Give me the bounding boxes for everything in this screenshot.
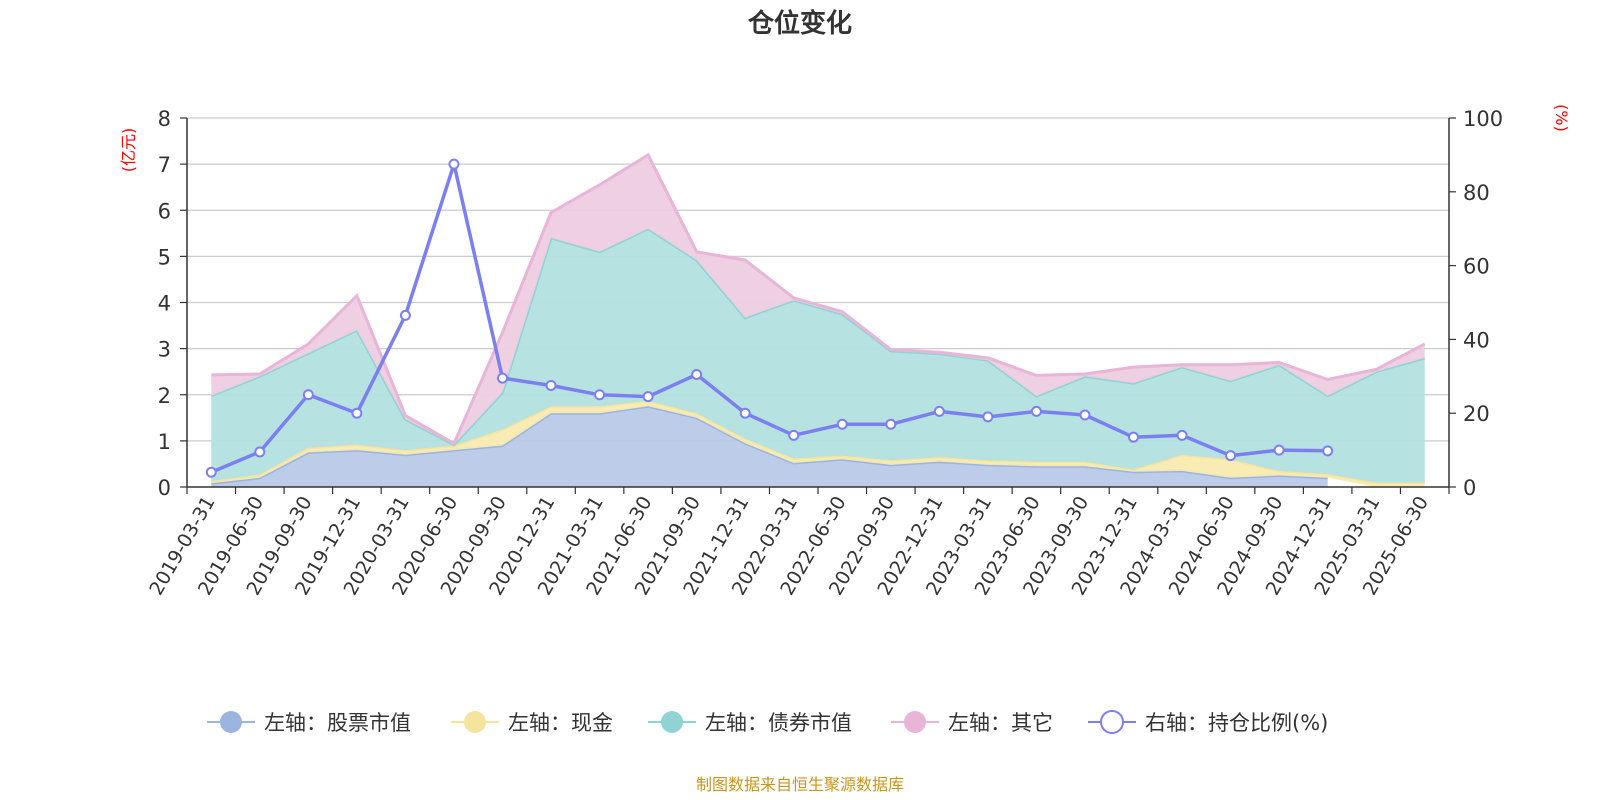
ratio-point bbox=[1273, 444, 1285, 456]
ratio-point bbox=[302, 389, 314, 401]
ratio-point bbox=[788, 429, 800, 441]
right-tick-label: 40 bbox=[1463, 328, 1490, 352]
legend-label: 左轴：现金 bbox=[508, 711, 613, 735]
ratio-line-layer bbox=[205, 158, 1334, 478]
ratio-point bbox=[1128, 431, 1139, 443]
legend-label: 左轴：其它 bbox=[948, 711, 1053, 735]
right-tick-label: 20 bbox=[1463, 402, 1490, 426]
ratio-point bbox=[448, 158, 460, 170]
left-tick-label: 0 bbox=[158, 476, 171, 500]
legend-item: 左轴：其它 bbox=[891, 711, 1053, 735]
ratio-point bbox=[885, 418, 897, 430]
legend-item: 左轴：债券市值 bbox=[648, 711, 852, 735]
legend-label: 左轴：债券市值 bbox=[705, 711, 852, 735]
right-tick-label: 100 bbox=[1463, 107, 1503, 131]
area-line-4 bbox=[211, 152, 1426, 446]
ratio-point bbox=[399, 309, 411, 321]
left-tick-label: 8 bbox=[158, 107, 171, 131]
ratio-point bbox=[933, 405, 945, 417]
right-tick-label: 60 bbox=[1463, 255, 1490, 279]
area-3 bbox=[211, 228, 1425, 483]
ratio-point bbox=[1225, 450, 1237, 462]
ratio-point bbox=[205, 466, 217, 478]
left-axis-unit: (亿元) bbox=[119, 128, 138, 173]
legend-label: 右轴：持仓比例(%) bbox=[1145, 711, 1328, 735]
left-tick-label: 4 bbox=[158, 292, 171, 316]
ratio-point bbox=[594, 389, 606, 401]
legend-item: 左轴：股票市值 bbox=[207, 711, 411, 735]
left-tick-label: 1 bbox=[158, 430, 171, 454]
ratio-line bbox=[210, 162, 1328, 474]
left-tick-label: 6 bbox=[158, 199, 171, 223]
left-tick-label: 3 bbox=[158, 338, 171, 362]
ratio-point bbox=[1322, 445, 1334, 457]
ratio-point bbox=[497, 372, 508, 384]
area-4 bbox=[211, 154, 1425, 445]
ratio-point bbox=[982, 411, 994, 423]
ratio-point bbox=[351, 407, 363, 419]
right-tick-label: 80 bbox=[1463, 181, 1490, 205]
right-tick-label: 0 bbox=[1463, 476, 1476, 500]
legend-swatch-dot bbox=[904, 711, 926, 733]
area-series-layer bbox=[210, 152, 1426, 487]
right-axis-unit: (%) bbox=[1552, 104, 1571, 132]
legend-item: 右轴：持仓比例(%) bbox=[1088, 710, 1328, 735]
ratio-point bbox=[836, 418, 848, 430]
ratio-point bbox=[691, 368, 703, 380]
ratio-point bbox=[545, 380, 557, 392]
legend-swatch-dot bbox=[661, 711, 683, 733]
ratio-point bbox=[254, 446, 266, 458]
source-note: 制图数据来自恒生聚源数据库 bbox=[696, 775, 904, 794]
legend-swatch-dot bbox=[1100, 710, 1124, 734]
ratio-point bbox=[1176, 429, 1188, 441]
ratio-point bbox=[1079, 409, 1091, 421]
ratio-point bbox=[642, 391, 654, 403]
left-tick-label: 2 bbox=[158, 384, 171, 408]
legend-item: 左轴：现金 bbox=[451, 711, 613, 735]
ratio-point bbox=[1030, 405, 1042, 417]
legend-swatch-dot bbox=[464, 711, 486, 733]
ratio-point bbox=[739, 407, 751, 419]
left-tick-label: 7 bbox=[158, 153, 171, 177]
left-tick-label: 5 bbox=[158, 245, 171, 269]
legend-label: 左轴：股票市值 bbox=[264, 711, 411, 735]
legend: 左轴：股票市值 左轴：现金 左轴：债券市值 左轴：其它 右轴：持仓比例(%) bbox=[207, 710, 1328, 735]
legend-swatch-dot bbox=[220, 711, 242, 733]
chart-title: 仓位变化 bbox=[747, 8, 852, 39]
